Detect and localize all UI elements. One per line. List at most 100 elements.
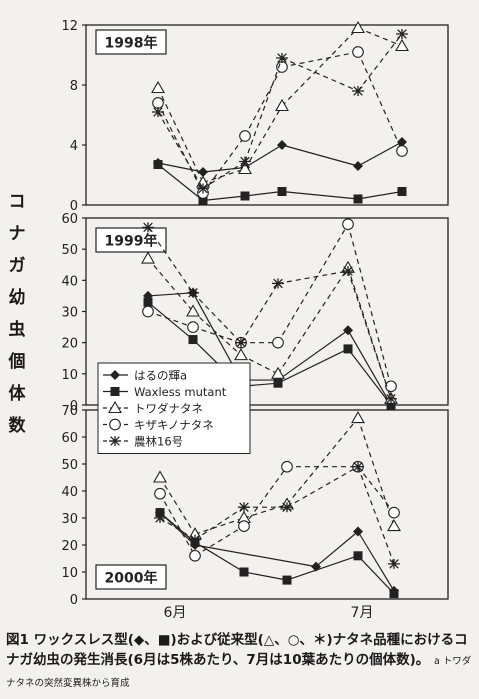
panel-1-kizaki-point bbox=[239, 130, 251, 142]
panel-2-norin16-segment bbox=[277, 270, 349, 285]
panel-1-kizaki-segment bbox=[157, 102, 204, 194]
panel-1-norin16-point bbox=[396, 29, 408, 39]
panel-3-towada-point bbox=[351, 410, 365, 424]
panel-2-haruno-point bbox=[343, 325, 353, 336]
panel-2-waxless-segment bbox=[277, 348, 349, 384]
panel-1-waxless-segment bbox=[202, 195, 246, 202]
panel-2-kizaki-point bbox=[187, 321, 199, 333]
panel-3-title: 2000年 bbox=[105, 570, 158, 587]
panel-2-towada-segment bbox=[147, 258, 194, 312]
panel-1-haruno-segment bbox=[202, 166, 246, 173]
panel-3-ytick-label: 20 bbox=[61, 539, 78, 554]
panel-3-title-box bbox=[95, 564, 167, 590]
panel-2-ytick-label: 10 bbox=[61, 368, 78, 383]
panel-2-kizaki-segment bbox=[147, 310, 194, 328]
panel-3-towada-point bbox=[387, 518, 401, 532]
panel-2-waxless-segment bbox=[347, 348, 392, 406]
legend-label-kizaki: キザキノナタネ bbox=[134, 418, 214, 432]
panel-3-norin16-segment bbox=[194, 506, 245, 541]
panel-1-kizaki-segment bbox=[244, 66, 283, 137]
panel-2-norin16-point bbox=[342, 265, 354, 276]
panel-2-haruno-segment bbox=[277, 329, 349, 381]
panel-3-kizaki-point bbox=[189, 549, 201, 562]
panel-1-kizaki-point bbox=[352, 46, 364, 58]
panel-2-ytick-label: 30 bbox=[61, 306, 78, 321]
panel-1-haruno-segment bbox=[281, 144, 359, 167]
panel-1-haruno-segment bbox=[357, 141, 403, 167]
panel-1-waxless-segment bbox=[357, 190, 403, 200]
panel-2-haruno-segment bbox=[347, 329, 392, 406]
xtick-label-june: 6月 bbox=[164, 605, 187, 621]
panel-1-title-box bbox=[95, 29, 167, 55]
panel-1-towada-segment bbox=[244, 105, 283, 170]
panel-1-norin16-point bbox=[197, 183, 209, 194]
panel-1-norin16-segment bbox=[244, 57, 283, 162]
panel-2-norin16-point bbox=[142, 222, 154, 233]
panel-3-norin16-segment bbox=[159, 517, 196, 541]
panel-3-waxless-point bbox=[353, 551, 363, 561]
panel-3-kizaki-segment bbox=[159, 493, 196, 557]
panel-2-norin16-segment bbox=[192, 292, 242, 344]
panel-1-ytick-label: 8 bbox=[70, 79, 78, 94]
panel-2-waxless-point bbox=[188, 335, 198, 345]
panel-3-kizaki-segment bbox=[243, 466, 288, 527]
panel-1-waxless-point bbox=[240, 191, 250, 201]
panel-3-waxless-point bbox=[155, 508, 165, 518]
panel-2-towada-point bbox=[186, 304, 200, 317]
panel-2-norin16-segment bbox=[240, 283, 279, 343]
legend-label-haruno: はるの輝a bbox=[134, 369, 187, 383]
panel-3-ytick-label: 40 bbox=[61, 485, 78, 500]
panel-3-kizaki-point bbox=[281, 460, 293, 473]
panel-3-norin16-point bbox=[388, 558, 400, 569]
panel-3-norin16-point bbox=[189, 534, 201, 545]
panel-3-norin16-segment bbox=[286, 466, 359, 508]
panel-3-ytick-label: 0 bbox=[70, 593, 78, 608]
panel-2-towada-segment bbox=[192, 311, 242, 356]
panel-3-haruno-segment bbox=[357, 531, 395, 592]
panel-2-kizaki-point bbox=[272, 336, 284, 349]
panel-2-ytick-label: 60 bbox=[61, 212, 78, 227]
panel-1-norin16-point bbox=[276, 53, 288, 63]
panel-3-ytick-label: 30 bbox=[61, 512, 78, 527]
panel-1-haruno-point bbox=[353, 161, 363, 171]
panel-1-norin16-point bbox=[352, 86, 364, 96]
panel-1-towada-point bbox=[395, 38, 409, 52]
panel-3-kizaki-point bbox=[238, 520, 250, 532]
panel-1-towada-point bbox=[238, 161, 252, 175]
panel-2-title: 1999年 bbox=[105, 233, 158, 250]
panel-3-kizaki-segment bbox=[357, 466, 395, 513]
panel-2-waxless-point bbox=[273, 378, 283, 388]
panel-3-norin16-segment bbox=[357, 466, 395, 565]
panel-2-norin16-segment bbox=[347, 270, 392, 399]
panel-3-kizaki-point bbox=[154, 487, 166, 500]
panel-2-kizaki-point bbox=[385, 380, 397, 393]
legend-marker-waxless bbox=[110, 387, 120, 396]
panel-2-towada-point bbox=[141, 251, 155, 264]
panel-3-waxless-segment bbox=[194, 541, 245, 573]
panel-2-towada-segment bbox=[347, 267, 392, 399]
panel-3-towada-point bbox=[153, 470, 167, 483]
panel-2-norin16-point bbox=[187, 287, 199, 298]
panel-2-towada-point bbox=[271, 366, 285, 379]
legend-label-towada: トワダナタネ bbox=[134, 402, 203, 416]
panel-3-waxless-segment bbox=[243, 571, 288, 581]
panel-1-norin16-segment bbox=[157, 111, 204, 189]
panel-3-waxless-point bbox=[239, 567, 249, 577]
panel-2-ytick-label: 0 bbox=[70, 399, 78, 414]
legend-marker-norin16 bbox=[109, 436, 121, 446]
panel-3-waxless-segment bbox=[286, 555, 359, 581]
panel-1-norin16-segment bbox=[357, 33, 403, 92]
panel-3-towada-segment bbox=[194, 517, 245, 535]
panel-1-towada-segment bbox=[281, 27, 359, 107]
legend-marker-towada bbox=[108, 400, 122, 414]
panel-3-kizaki-segment bbox=[194, 525, 245, 557]
panel-1-waxless-segment bbox=[281, 190, 359, 200]
panel-1-waxless-point bbox=[353, 194, 363, 204]
panel-1-haruno-point bbox=[198, 167, 208, 177]
panel-1-waxless-point bbox=[397, 187, 407, 196]
panel-3-ytick-label: 60 bbox=[61, 431, 78, 446]
panel-1-haruno-segment bbox=[244, 144, 283, 169]
panel-3-ytick-label: 50 bbox=[61, 458, 78, 473]
caption-main: 図1 ワックスレス型(◆、■)および従来型(△、○、＊)ナタネ品種におけるコナガ… bbox=[6, 632, 468, 668]
